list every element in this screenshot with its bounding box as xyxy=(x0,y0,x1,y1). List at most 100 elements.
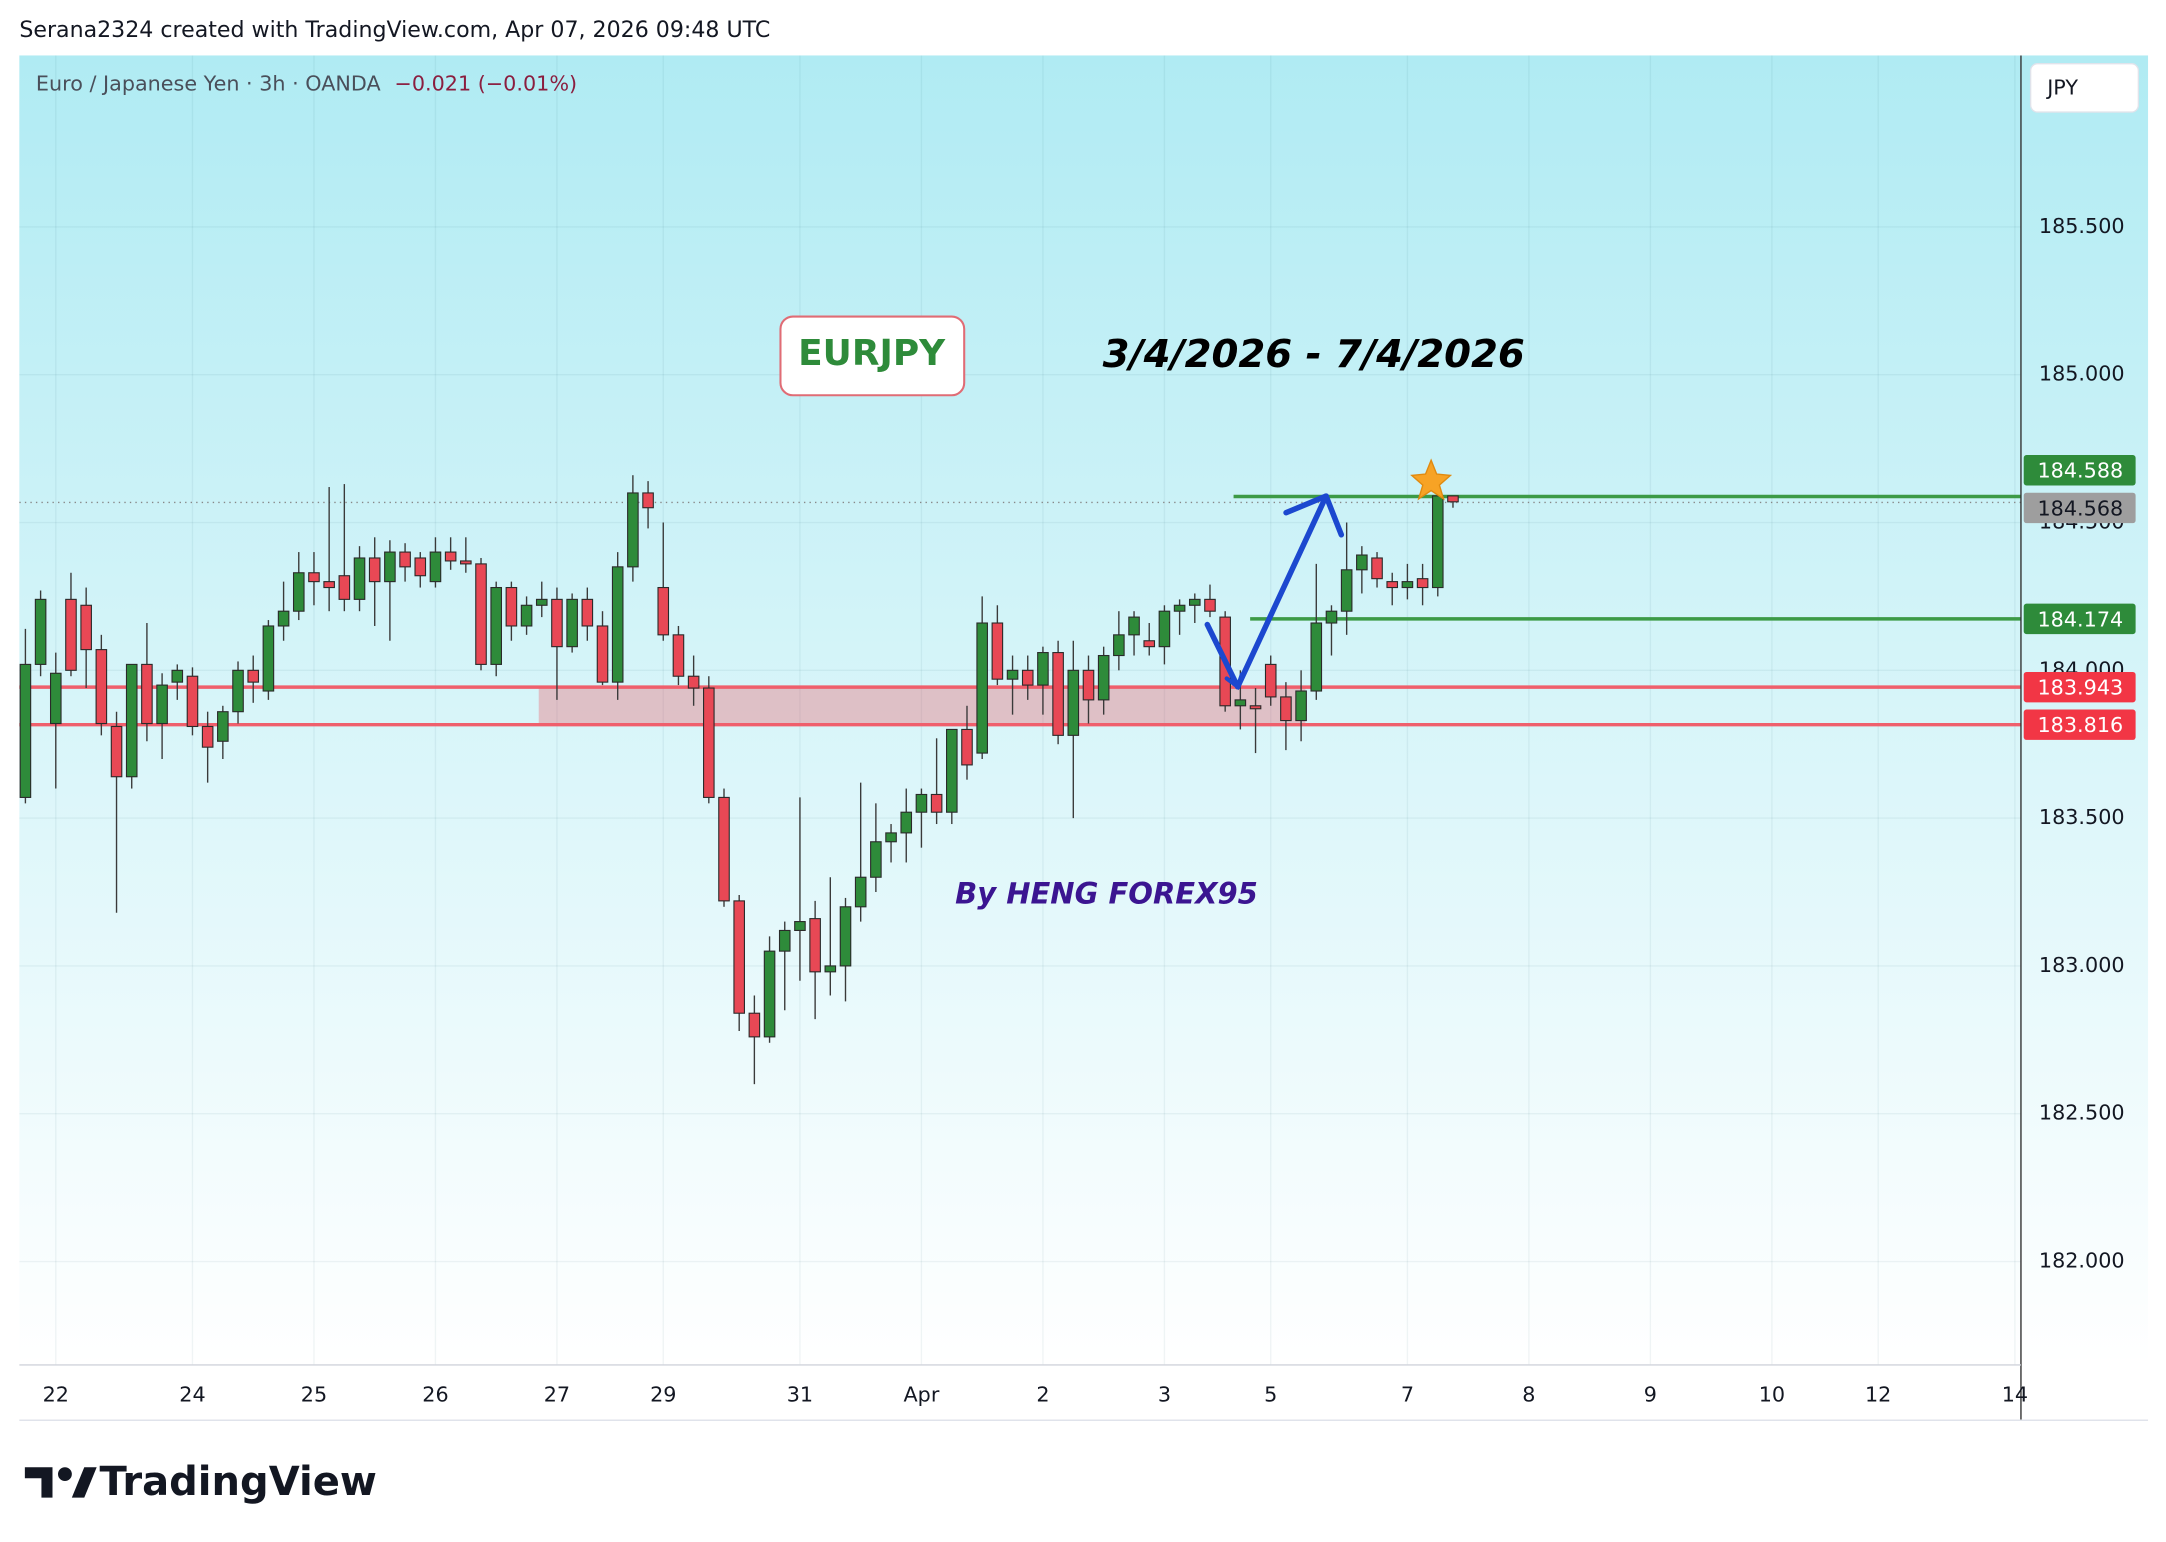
x-tick-label: 2 xyxy=(1036,1382,1049,1406)
author-annotation: By HENG FOREX95 xyxy=(955,876,1258,910)
candle-body xyxy=(915,793,928,813)
candle-body xyxy=(323,581,335,589)
candle-body xyxy=(657,586,670,636)
candle-body xyxy=(809,918,821,973)
candle-body xyxy=(1264,663,1277,698)
candle-body xyxy=(794,921,806,932)
candle-body xyxy=(1325,610,1338,624)
plot-background xyxy=(19,55,2149,1365)
candle-body xyxy=(1431,495,1444,589)
candle-body xyxy=(566,598,578,648)
x-tick-label: 7 xyxy=(1401,1382,1414,1406)
candle-body xyxy=(687,675,700,689)
candle-body xyxy=(885,832,897,843)
currency-label[interactable]: JPY xyxy=(2045,76,2078,100)
plot xyxy=(19,55,2021,1365)
level-box xyxy=(2023,671,2136,703)
candle-body xyxy=(80,604,92,651)
candle-body xyxy=(976,622,988,754)
candle-body xyxy=(1416,578,1429,589)
level-box xyxy=(2023,709,2136,740)
candle-body xyxy=(748,1012,761,1038)
candle-body xyxy=(277,610,290,627)
candle-body xyxy=(1249,705,1262,710)
x-tick-label: Apr xyxy=(904,1382,940,1406)
x-tick-label: 24 xyxy=(179,1382,205,1406)
candle-body xyxy=(110,725,123,778)
candle-body xyxy=(1006,669,1019,680)
candle-body xyxy=(535,598,548,606)
candle-body xyxy=(1143,640,1156,648)
candle-body xyxy=(34,598,47,665)
y-tick-label: 183.000 xyxy=(2039,953,2125,977)
candle-body xyxy=(384,551,396,583)
candle-body xyxy=(1371,557,1383,580)
y-tick-label: 183.500 xyxy=(2039,805,2125,829)
candle-body xyxy=(414,557,427,577)
candle-body xyxy=(338,575,351,600)
y-tick-label: 182.500 xyxy=(2039,1101,2125,1125)
candle-body xyxy=(672,634,685,677)
candle-body xyxy=(1173,604,1186,612)
candle-body xyxy=(141,663,153,725)
candle-body xyxy=(125,663,138,778)
candle-body xyxy=(247,669,260,683)
candle-body xyxy=(429,551,442,583)
candle-body xyxy=(1310,622,1323,692)
candle-body xyxy=(1128,616,1140,636)
candle-body xyxy=(718,796,730,902)
candle-body xyxy=(1204,598,1216,612)
last-price-box xyxy=(2023,492,2136,524)
candle-body xyxy=(232,669,244,713)
candle-body xyxy=(1158,610,1171,648)
level-label: 183.943 xyxy=(2038,676,2124,700)
x-tick-label: 26 xyxy=(422,1382,448,1406)
x-tick-label: 5 xyxy=(1264,1382,1277,1406)
level-label: 184.588 xyxy=(2038,459,2124,483)
logo-mark xyxy=(58,1467,72,1482)
candle-body xyxy=(262,625,275,692)
logo: TradingView xyxy=(24,1459,377,1505)
candle-body xyxy=(1037,652,1049,686)
symbol-box xyxy=(779,315,966,397)
currency-button[interactable] xyxy=(2029,63,2140,113)
x-tick-label: 9 xyxy=(1644,1382,1657,1406)
candle-body xyxy=(961,728,973,766)
x-tick-label: 12 xyxy=(1865,1382,1891,1406)
candle-body xyxy=(642,492,654,509)
candle-body xyxy=(1401,581,1414,589)
candle-body xyxy=(505,586,518,627)
x-tick-label: 22 xyxy=(43,1382,69,1406)
candle-body xyxy=(1188,598,1201,606)
candle-body xyxy=(1021,669,1034,686)
candle-body xyxy=(217,711,229,742)
candle-body xyxy=(1067,669,1080,736)
last-price-label: 184.568 xyxy=(2038,496,2124,520)
candle-body xyxy=(1340,569,1353,612)
candle-body xyxy=(520,604,533,627)
candle-body xyxy=(991,622,1004,680)
logo-text: TradingView xyxy=(99,1459,376,1505)
x-tick-label: 3 xyxy=(1158,1382,1171,1406)
candle-body xyxy=(65,598,77,671)
symbol-annotation: EURJPY xyxy=(798,333,946,374)
date-annotation: 3/4/2026 - 7/4/2026 xyxy=(1103,332,1525,377)
candle-body xyxy=(475,563,487,665)
x-tick-label: 10 xyxy=(1759,1382,1785,1406)
y-tick-label: 182.000 xyxy=(2039,1249,2125,1273)
logo-mark xyxy=(24,1467,53,1498)
candle-body xyxy=(551,598,563,648)
candle-body xyxy=(1295,690,1307,722)
candle-body xyxy=(460,560,472,565)
support-zone xyxy=(538,687,1306,725)
x-tick-label: 25 xyxy=(301,1382,327,1406)
x-tick-label: 31 xyxy=(787,1382,813,1406)
level-box xyxy=(2023,455,2136,486)
level-label: 183.816 xyxy=(2038,713,2124,737)
candle-body xyxy=(854,876,867,908)
candle-body xyxy=(946,728,958,813)
candle-body xyxy=(368,557,381,583)
logo-mark xyxy=(71,1467,97,1498)
